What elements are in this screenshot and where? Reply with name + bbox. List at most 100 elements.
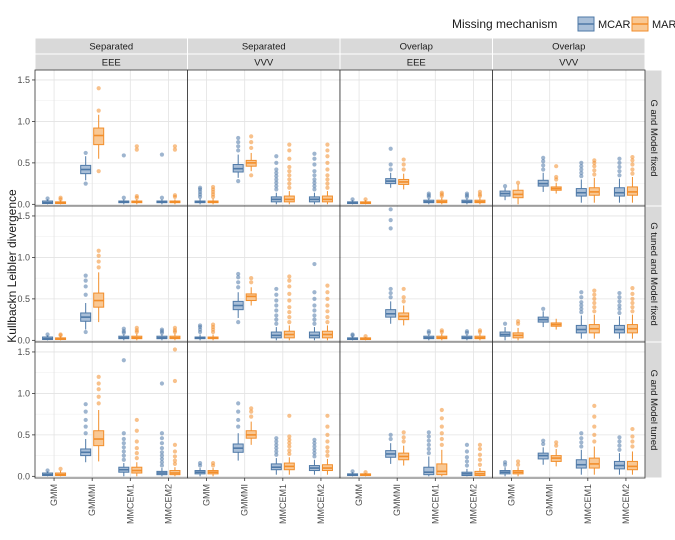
legend-label-mcar: MCAR (598, 19, 630, 31)
box-mcar-mmcem1 (423, 430, 435, 477)
outlier-point (159, 431, 165, 436)
outlier-point (401, 439, 406, 444)
outlier-point (464, 455, 470, 460)
outlier-point (579, 306, 584, 311)
box-body (245, 293, 257, 302)
outlier-point (274, 170, 279, 175)
y-axis-title: Kullbackn Leibler divergence (5, 189, 19, 343)
outlier-point (541, 441, 546, 447)
outlier-point (579, 170, 584, 175)
outlier-point (96, 401, 101, 406)
outlier-point (312, 451, 317, 456)
outlier-point (287, 434, 292, 439)
box-mcar-gmmmi (80, 273, 92, 335)
outlier-point (592, 432, 597, 437)
outlier-point (236, 271, 241, 277)
facet-strip-top-label: Overlap (400, 42, 433, 53)
outlier-point (617, 173, 622, 178)
outlier-point (401, 430, 406, 435)
outlier-point (630, 300, 635, 306)
outlier-point (401, 167, 406, 172)
panel-r3-c3 (339, 341, 493, 479)
facet-grid: Separated EEE Separated VVV Overlap EEE Overla… (17, 37, 663, 524)
box-mar-mmcem2 (626, 426, 638, 475)
outlier-point (58, 195, 63, 200)
outlier-point (249, 414, 254, 419)
outlier-point (274, 442, 279, 447)
outlier-point (554, 443, 559, 448)
outlier-point (312, 317, 317, 322)
outlier-point (426, 442, 431, 447)
box-mcar-mmcem1 (423, 191, 435, 205)
outlier-point (388, 207, 393, 212)
outlier-point (96, 248, 101, 253)
outlier-point (83, 431, 88, 436)
outlier-point (287, 173, 292, 178)
outlier-point (83, 424, 88, 429)
box-mar-gmm (512, 180, 524, 205)
outlier-point (274, 187, 279, 192)
outlier-point (426, 434, 431, 439)
box-mcar-mmcem1 (270, 154, 282, 205)
outlier-point (388, 286, 393, 292)
panel-background (35, 206, 188, 342)
outlier-point (236, 401, 241, 406)
box-mcar-mmcem2 (613, 156, 625, 203)
outlier-point (96, 394, 101, 399)
outlier-point (592, 172, 597, 177)
box-mar-gmmmi (550, 318, 562, 330)
outlier-point (236, 417, 241, 423)
outlier-point (592, 300, 597, 306)
outlier-point (172, 442, 178, 447)
panel-r3-c4 (492, 341, 646, 479)
outlier-point (439, 442, 444, 447)
box-body (588, 457, 600, 469)
outlier-point (159, 456, 165, 462)
box-mcar-gmm (42, 332, 54, 341)
outlier-point (464, 463, 470, 468)
outlier-point (121, 441, 126, 446)
outlier-point (312, 308, 317, 313)
box-mcar-mmcem2 (308, 261, 320, 341)
outlier-point (350, 332, 355, 337)
box-mar-gmmmi (93, 248, 105, 323)
outlier-point (287, 142, 292, 147)
box-mar-gmmmi (245, 134, 257, 178)
outlier-point (401, 295, 406, 300)
outlier-point (134, 446, 139, 451)
panel-r2-c2 (187, 205, 341, 343)
outlier-point (83, 329, 88, 335)
facet-strip-bottom-label: VVV (254, 58, 274, 69)
outlier-point (477, 457, 483, 462)
outlier-point (477, 462, 483, 467)
outlier-point (287, 284, 292, 289)
box-body (626, 460, 638, 471)
outlier-point (274, 177, 279, 182)
box-mar-mmcem1 (283, 274, 295, 341)
box-mar-gmm (207, 184, 219, 205)
outlier-point (426, 329, 431, 334)
outlier-point (249, 280, 254, 285)
outlier-point (325, 413, 330, 418)
box-mcar-mmcem2 (308, 437, 320, 475)
box-mar-gmmmi (93, 86, 105, 174)
y-tick-label: 0.0 (17, 472, 30, 482)
outlier-point (287, 148, 292, 153)
outlier-point (121, 431, 126, 436)
facet-strip-top-label: Overlap (552, 42, 585, 53)
outlier-point (83, 181, 88, 186)
outlier-point (312, 454, 317, 459)
outlier-point (325, 148, 330, 153)
outlier-point (388, 146, 393, 151)
outlier-point (439, 407, 444, 413)
outlier-point (388, 295, 393, 300)
x-tick-label: GMM (354, 484, 364, 506)
box-mar-mmcem2 (626, 154, 638, 203)
facet-strip-top-label: Separated (242, 42, 286, 53)
outlier-point (121, 358, 126, 363)
outlier-point (58, 332, 63, 337)
outlier-point (96, 86, 101, 91)
outlier-point (134, 147, 139, 152)
outlier-point (134, 451, 139, 456)
box-mcar-gmm (42, 196, 54, 205)
